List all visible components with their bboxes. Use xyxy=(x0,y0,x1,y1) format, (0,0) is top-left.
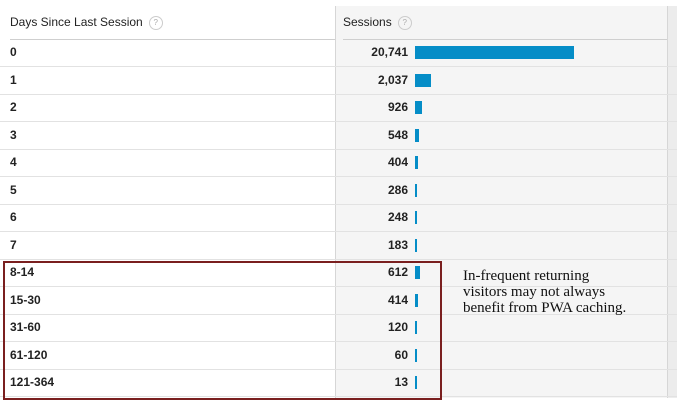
sessions-value: 926 xyxy=(387,100,408,114)
table-row[interactable]: 1 2,037 xyxy=(0,67,677,95)
sessions-bar xyxy=(415,73,431,87)
table-row[interactable]: 61-120 60 xyxy=(0,342,677,370)
row-label: 0 xyxy=(10,45,17,59)
row-label: 121-364 xyxy=(10,375,55,389)
table-row[interactable]: 3 548 xyxy=(0,122,677,150)
sessions-bar xyxy=(415,211,417,224)
table-row[interactable]: 5 286 xyxy=(0,177,677,205)
annotation: In-frequent returning visitors may not a… xyxy=(463,268,626,316)
sessions-value: 404 xyxy=(387,155,408,169)
sessions-value: 286 xyxy=(387,182,408,197)
table-row[interactable]: 15-30 414 xyxy=(0,287,677,315)
annotation-line: visitors may not always xyxy=(463,284,606,300)
sessions-bar xyxy=(415,183,418,197)
row-label: 4 xyxy=(10,155,17,169)
sessions-column-bg xyxy=(335,6,668,398)
sessions-value: 13 xyxy=(394,375,408,389)
table-row[interactable]: 6 248 xyxy=(0,204,677,232)
annotation-line: In-frequent returning xyxy=(463,268,590,284)
help-icon[interactable]: ? xyxy=(397,15,412,30)
header-text: Days Since Last Session xyxy=(10,15,143,29)
table-row[interactable]: 121-364 13 xyxy=(0,369,677,397)
sessions-value: 20,741 xyxy=(371,45,408,59)
row-label: 6 xyxy=(10,210,17,224)
sessions-bar xyxy=(415,128,420,142)
sessions-bar xyxy=(415,376,417,389)
sessions-bar xyxy=(415,46,574,59)
sessions-value: 183 xyxy=(387,237,408,252)
sessions-bar xyxy=(415,293,419,307)
table-row[interactable]: 7 183 xyxy=(0,232,677,260)
sessions-bar xyxy=(415,101,423,114)
next-column-bg xyxy=(667,6,677,398)
row-label: 31-60 xyxy=(10,320,41,334)
header-days[interactable]: Days Since Last Session? xyxy=(10,6,335,40)
row-label: 5 xyxy=(10,182,17,197)
row-label: 3 xyxy=(10,127,17,142)
annotation-line: benefit from PWA caching. xyxy=(463,300,627,316)
row-label: 2 xyxy=(10,100,17,114)
highlight-box xyxy=(3,261,442,400)
sessions-value: 60 xyxy=(394,347,408,362)
table-row[interactable]: 8-14 612 xyxy=(0,259,677,287)
sessions-bar xyxy=(415,238,417,252)
header-text: Sessions xyxy=(343,15,392,29)
sessions-bar xyxy=(415,321,417,334)
table-row[interactable]: 0 20,741 xyxy=(0,39,677,67)
row-label: 7 xyxy=(10,237,17,252)
header-sessions[interactable]: Sessions? xyxy=(343,6,667,40)
row-label: 1 xyxy=(10,72,17,87)
table-row[interactable]: 2 926 xyxy=(0,94,677,122)
sessions-bar xyxy=(415,156,419,169)
help-icon[interactable]: ? xyxy=(148,15,163,30)
row-label: 61-120 xyxy=(10,347,48,362)
sessions-value: 548 xyxy=(387,127,408,142)
row-label: 15-30 xyxy=(10,292,41,307)
sessions-bar xyxy=(415,348,417,362)
sessions-value: 2,037 xyxy=(377,72,408,87)
table-row[interactable]: 31-60 120 xyxy=(0,314,677,342)
sessions-value: 414 xyxy=(387,292,408,307)
sessions-value: 248 xyxy=(387,210,408,224)
table-row[interactable]: 4 404 xyxy=(0,149,677,177)
row-label: 8-14 xyxy=(10,265,35,279)
sessions-value: 612 xyxy=(387,265,408,279)
sessions-value: 120 xyxy=(387,320,408,334)
sessions-bar xyxy=(415,266,420,279)
